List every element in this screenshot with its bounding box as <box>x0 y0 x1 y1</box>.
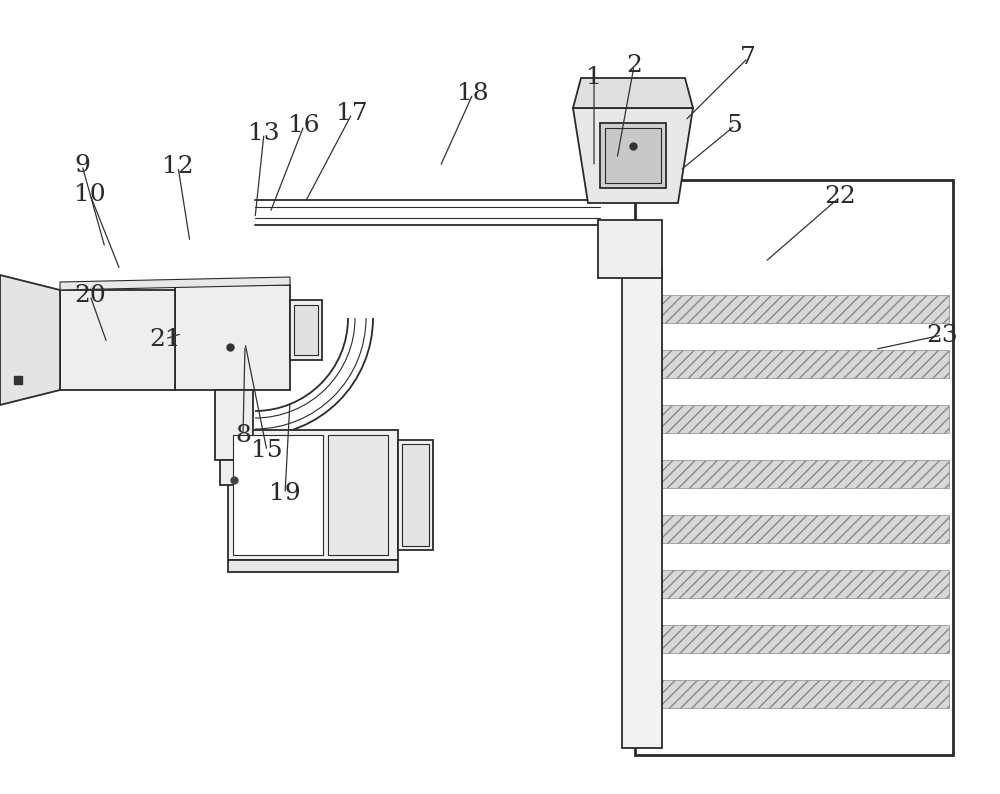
Bar <box>328 435 388 555</box>
Bar <box>175 285 290 390</box>
Polygon shape <box>573 108 693 203</box>
Polygon shape <box>0 275 60 405</box>
Bar <box>639 295 949 323</box>
Text: 22: 22 <box>824 186 856 208</box>
Text: 10: 10 <box>74 183 106 206</box>
Text: 9: 9 <box>74 154 90 176</box>
Text: 5: 5 <box>727 114 743 137</box>
Bar <box>228 430 398 560</box>
Bar <box>639 515 949 543</box>
Polygon shape <box>573 78 693 108</box>
Bar <box>228 560 398 572</box>
Text: 12: 12 <box>162 156 194 178</box>
Bar <box>402 444 429 546</box>
Text: 20: 20 <box>74 284 106 306</box>
Text: 18: 18 <box>457 83 489 105</box>
Bar <box>639 570 949 598</box>
Bar <box>605 128 661 183</box>
Polygon shape <box>60 277 290 290</box>
Bar <box>220 460 248 485</box>
Text: 15: 15 <box>251 440 283 462</box>
Bar <box>639 460 949 488</box>
Bar <box>639 405 949 433</box>
Text: 13: 13 <box>248 122 280 145</box>
Text: 1: 1 <box>586 66 602 88</box>
Text: 7: 7 <box>740 47 756 69</box>
Bar <box>233 435 323 555</box>
Bar <box>215 390 253 460</box>
Bar <box>398 440 433 550</box>
Text: 23: 23 <box>926 324 958 346</box>
Bar <box>290 300 322 360</box>
Text: 17: 17 <box>336 102 368 125</box>
Bar <box>639 625 949 653</box>
Text: 16: 16 <box>288 114 320 137</box>
Bar <box>635 180 953 755</box>
Text: 21: 21 <box>149 328 181 350</box>
Bar <box>598 220 662 278</box>
Bar <box>639 680 949 708</box>
Bar <box>60 290 175 390</box>
Text: 8: 8 <box>235 424 251 446</box>
Bar <box>600 123 666 188</box>
Bar <box>639 350 949 378</box>
Text: 19: 19 <box>269 483 301 505</box>
Bar <box>294 305 318 355</box>
Bar <box>622 268 662 748</box>
Text: 2: 2 <box>626 55 642 77</box>
